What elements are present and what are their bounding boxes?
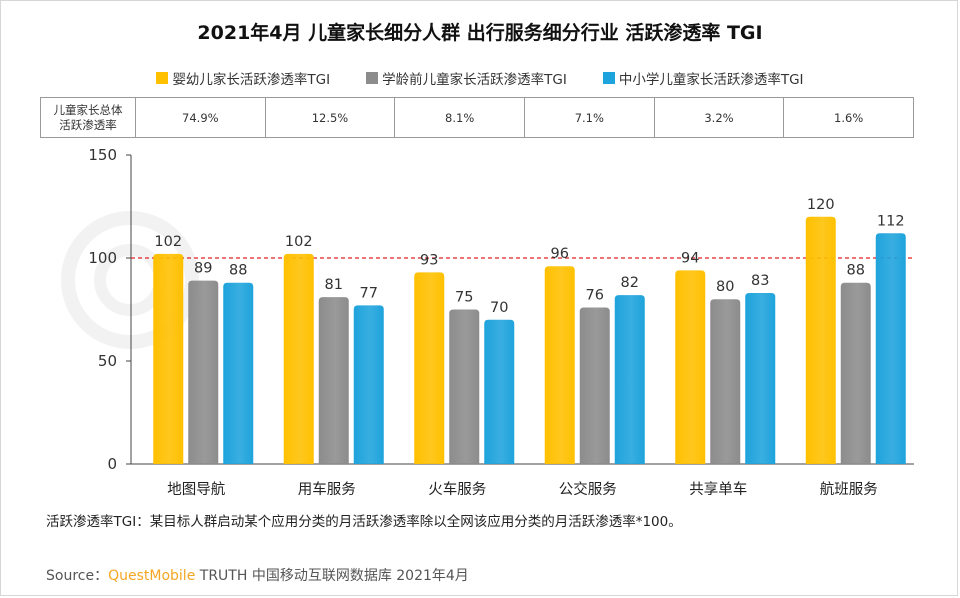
source-brand: QuestMobile [108,568,196,584]
category-label-bike: 共享单车 [689,481,747,498]
y-tick-label: 100 [88,249,117,267]
category-label-map-nav: 地图导航 [167,481,225,498]
bar-value-label: 70 [490,300,508,316]
bar-value-label: 102 [154,234,182,250]
overall-penetration-table: 儿童家长总体 活跃渗透率 74.9% 12.5% 8.1% 7.1% 3.2% … [40,97,914,138]
bar-value-label: 76 [586,287,604,303]
bar-value-label: 88 [229,263,247,279]
legend: 婴幼儿家长活跃渗透率TGI 学龄前儿童家长活跃渗透率TGI 中小学儿童家长活跃渗… [0,68,960,88]
bar-value-label: 82 [621,275,639,291]
legend-item-preschool: 学龄前儿童家长活跃渗透率TGI [366,68,567,88]
bar-value-label: 83 [751,273,769,289]
bar-value-label: 88 [847,263,865,279]
bar-value-label: 96 [551,246,569,262]
overall-penetration-header: 儿童家长总体 活跃渗透率 [40,97,136,138]
bar [579,307,610,464]
bar-value-label: 77 [360,285,378,301]
category-label-bus: 公交服务 [559,480,617,498]
source-line: Source：QuestMobile TRUTH 中国移动互联网数据库 2021… [46,565,469,585]
bar-chart: 0 50 100 150 102 89 88 地图导航 102 81 77 用车服务 93 75 70 火车服… [88,146,914,498]
legend-label-preschool: 学龄前儿童家长活跃渗透率TGI [382,72,567,88]
bar [153,253,184,464]
bar [223,282,254,464]
bar-value-label: 94 [681,250,699,266]
bar [614,295,645,464]
bar-value-label: 120 [807,197,835,213]
bar-value-label: 89 [194,261,212,277]
bar [710,299,741,464]
category-label-car: 用车服务 [298,481,356,498]
bar [353,305,384,464]
overall-header-line2: 活跃渗透率 [59,117,117,132]
bar-value-label: 102 [285,234,313,250]
category-label-train: 火车服务 [428,481,486,498]
legend-label-infant: 婴幼儿家长活跃渗透率TGI [172,72,331,88]
y-tick-label: 150 [88,146,117,164]
legend-swatch-school [602,72,615,84]
bar-value-label: 80 [716,279,734,295]
legend-item-infant: 婴幼儿家长活跃渗透率TGI [156,68,330,88]
bar-value-label: 112 [877,213,905,229]
legend-swatch-preschool [366,72,379,84]
bar-value-label: 75 [455,290,473,306]
overall-value-cell: 7.1% [523,97,655,138]
bar [188,280,219,464]
bar [745,293,776,464]
source-prefix: Source： [46,568,109,584]
category-label-flight: 航班服务 [820,481,878,498]
bar [484,319,515,464]
bar [283,253,314,464]
legend-item-school: 中小学儿童家长活跃渗透率TGI [602,68,804,88]
y-tick-label: 50 [98,352,117,370]
bar [840,282,871,464]
source-suffix: TRUTH 中国移动互联网数据库 2021年4月 [195,568,469,584]
definition-note: 活跃渗透率TGI：某目标人群启动某个应用分类的月活跃渗透率除以全网该应用分类的月… [46,514,682,530]
overall-value-cell: 8.1% [394,97,525,138]
bar [449,309,480,464]
overall-value-cell: 1.6% [783,97,914,138]
y-tick-label: 0 [107,455,117,473]
bar [675,270,706,464]
legend-swatch-infant [156,72,169,84]
bar-value-label: 81 [325,277,343,293]
legend-label-school: 中小学儿童家长活跃渗透率TGI [618,72,804,88]
bar [414,272,445,464]
bar [318,297,349,464]
bar [875,233,906,464]
bar [544,266,575,464]
overall-value-cell: 3.2% [653,97,785,138]
bar-value-label: 93 [420,252,438,268]
overall-value-cell: 74.9% [135,97,266,138]
bar [805,216,836,464]
chart-title: 2021年4月 儿童家长细分人群 出行服务细分行业 活跃渗透率 TGI [197,22,763,44]
overall-value-cell: 12.5% [264,97,396,138]
overall-header-line1: 儿童家长总体 [53,102,123,117]
overall-penetration-row: 儿童家长总体 活跃渗透率 74.9% 12.5% 8.1% 7.1% 3.2% … [40,97,914,138]
